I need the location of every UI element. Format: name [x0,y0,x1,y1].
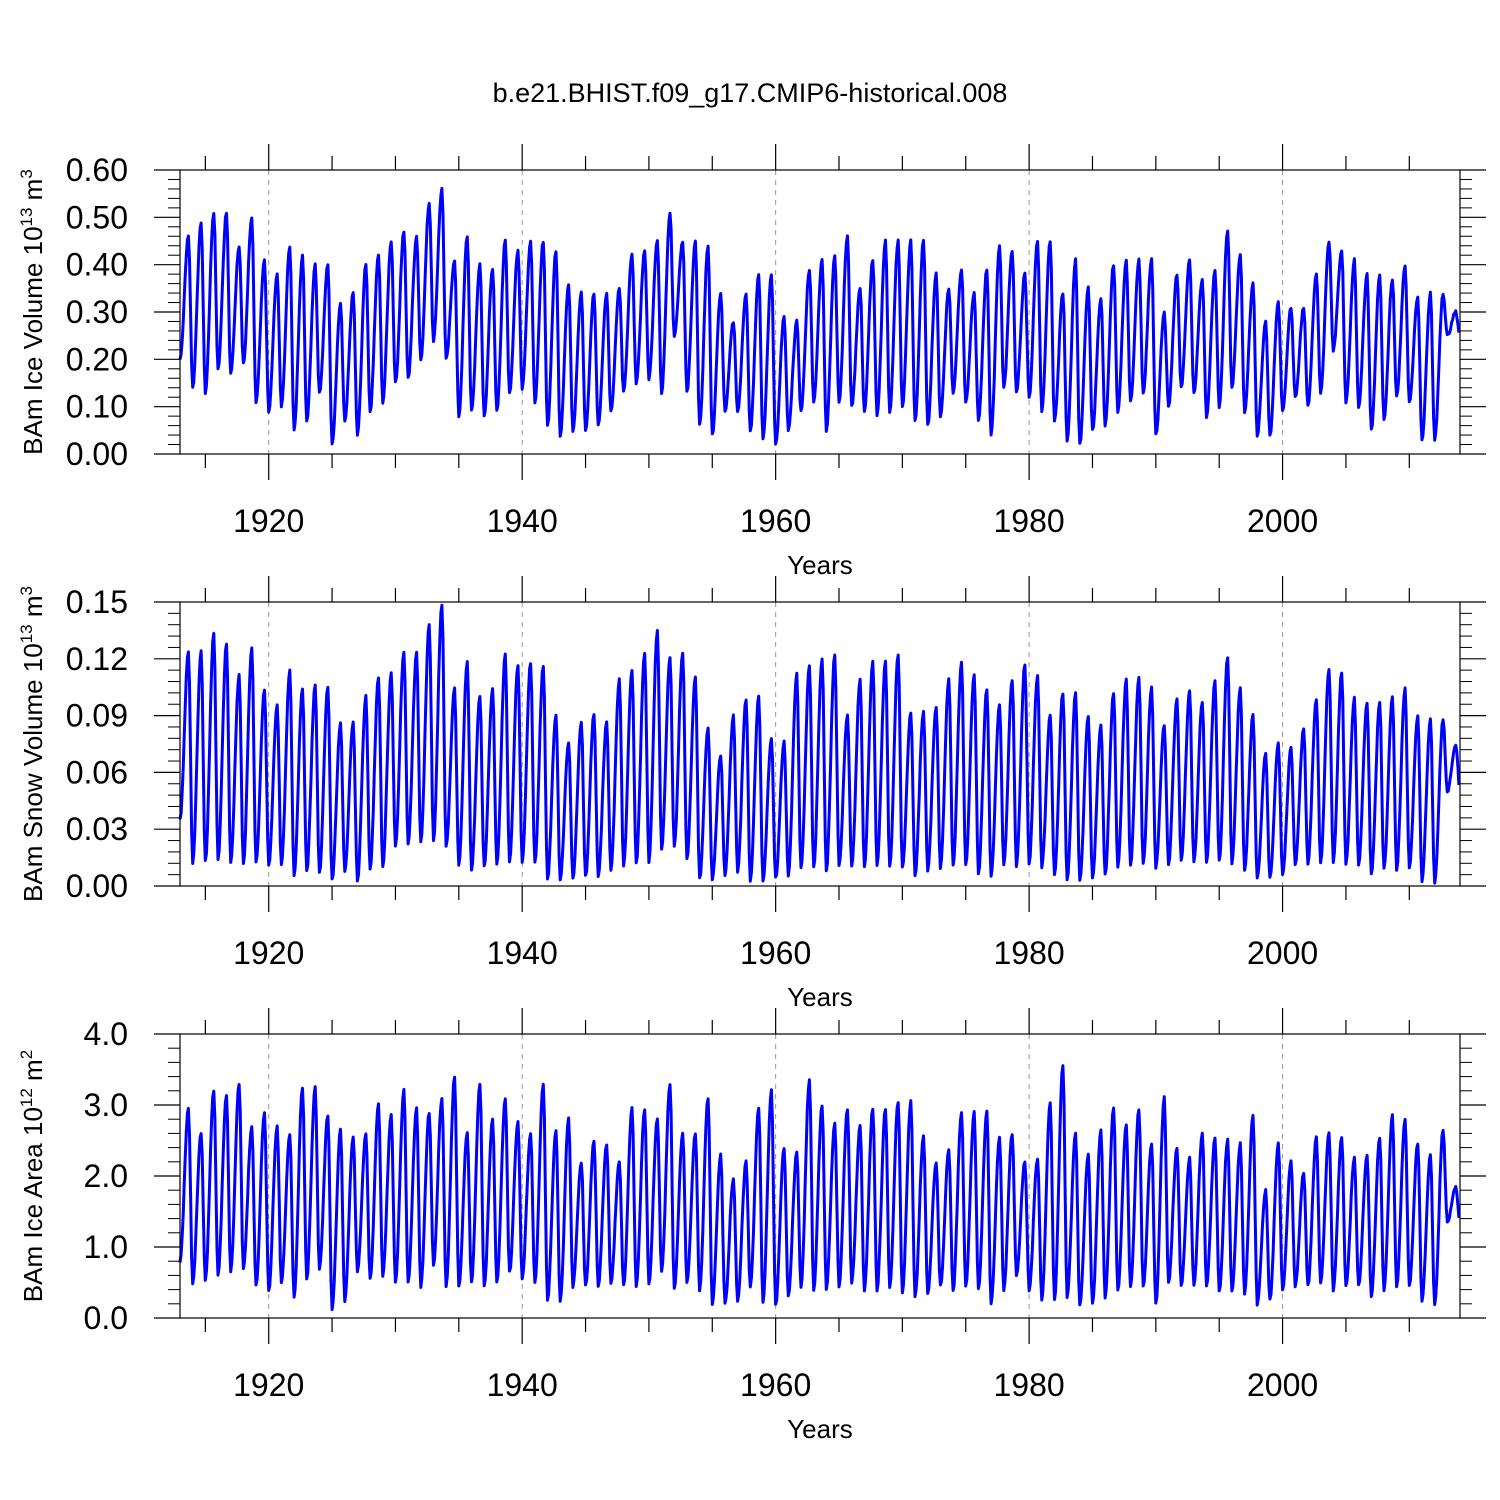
y-tick-label: 0.03 [66,811,128,847]
y-tick-label: 0.40 [66,247,128,283]
x-tick-label: 2000 [1247,1367,1318,1403]
x-tick-label: 2000 [1247,503,1318,539]
x-tick-label: 1960 [740,503,811,539]
x-tick-label: 1920 [233,1367,304,1403]
x-tick-label: 1980 [994,1367,1065,1403]
x-tick-label: 1920 [233,503,304,539]
y-tick-label: 0.10 [66,389,128,425]
y-axis-label: BAm Ice Area 1012 m2 [17,1050,48,1302]
x-tick-label: 1980 [994,935,1065,971]
x-tick-label: 1940 [487,1367,558,1403]
x-axis-label: Years [787,550,853,580]
series-line-1 [178,603,1461,885]
x-tick-label: 1940 [487,935,558,971]
y-tick-label: 0.30 [66,294,128,330]
y-tick-label: 0.50 [66,199,128,235]
y-tick-label: 2.0 [84,1158,128,1194]
x-tick-label: 1920 [233,935,304,971]
series-line-0 [178,186,1461,446]
x-axis-label: Years [787,1414,853,1444]
y-tick-label: 0.00 [66,868,128,904]
ice-volume-panel: 0.00 0.10 0.20 0.30 0.40 0.50 0.60 1920 1940 1960… [17,144,1486,580]
series-line-2 [178,1064,1461,1312]
y-tick-label: 0.00 [66,436,128,472]
y-tick-label: 0.06 [66,754,128,790]
x-tick-label: 1960 [740,935,811,971]
y-axis-label: BAm Ice Volume 1013 m3 [17,169,48,455]
plot-frame [179,601,1461,887]
y-tick-label: 0.09 [66,698,128,734]
y-tick-label: 0.15 [66,584,128,620]
y-tick-label: 3.0 [84,1087,128,1123]
figure-title: b.e21.BHIST.f09_g17.CMIP6-historical.008 [492,78,1008,108]
y-axis-label: BAm Snow Volume 1013 m3 [17,586,48,902]
x-axis-label: Years [787,982,853,1012]
y-tick-label: 0.12 [66,641,128,677]
y-tick-label: 0.0 [84,1300,128,1336]
y-tick-label: 0.60 [66,152,128,188]
x-tick-label: 2000 [1247,935,1318,971]
ice-area-panel: 0.0 1.0 2.0 3.0 4.0 1920 1940 1960 1980 2000 Years… [17,1008,1486,1444]
x-tick-label: 1960 [740,1367,811,1403]
y-tick-label: 0.20 [66,341,128,377]
snow-volume-panel: 0.00 0.03 0.06 0.09 0.12 0.15 1920 1940 1960 1980… [17,576,1486,1012]
y-tick-label: 4.0 [84,1016,128,1052]
x-tick-label: 1980 [994,503,1065,539]
y-tick-label: 1.0 [84,1229,128,1265]
x-tick-label: 1940 [487,503,558,539]
